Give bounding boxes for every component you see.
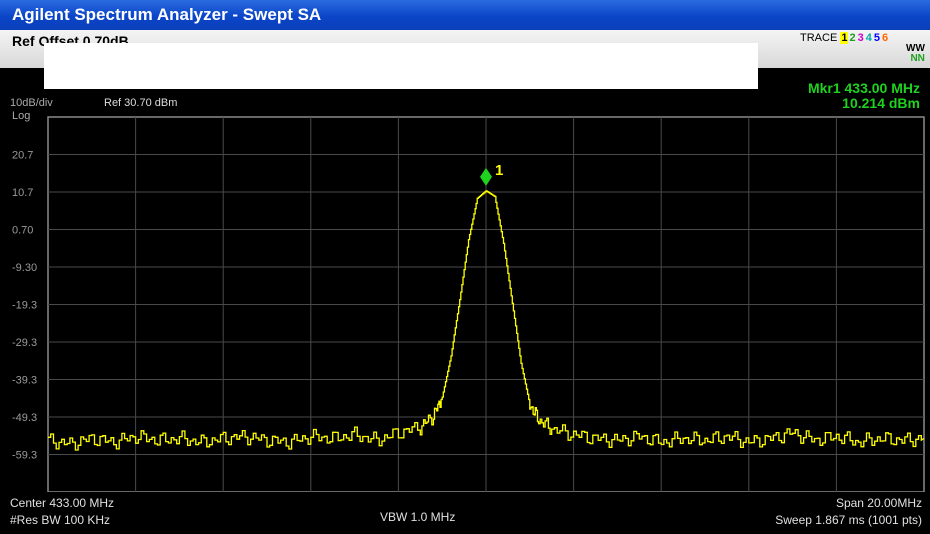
marker-1-label: 1: [495, 162, 503, 179]
trace-number-1: 1: [840, 32, 849, 44]
trace-type-row-1: WW: [906, 43, 925, 54]
y-tick-label: -49.3: [12, 412, 37, 424]
trace-detector-row: NN: [910, 53, 925, 64]
span: Span 20.00MHz: [835, 496, 922, 510]
vbw: VBW 1.0 MHz: [380, 510, 456, 524]
trace-number-4: 4: [865, 32, 872, 44]
y-tick-label: 20.7: [12, 150, 33, 162]
center-freq: Center 433.00 MHz: [10, 496, 115, 510]
redaction-box: [44, 43, 758, 89]
marker-freq-readout: Mkr1 433.00 MHz: [807, 80, 920, 96]
res-bw: #Res BW 100 KHz: [10, 513, 111, 527]
y-tick-label: -59.3: [12, 450, 37, 462]
window-title-bar: Agilent Spectrum Analyzer - Swept SA: [0, 0, 930, 30]
y-tick-label: -39.3: [12, 375, 37, 387]
marker-1: 1: [480, 162, 503, 186]
trace-number-2: 2: [849, 32, 856, 44]
scale-area: Ref Offset 0.70dB 10dB/div Ref 30.70 dBm…: [0, 68, 930, 122]
y-tick-label: -19.3: [12, 300, 37, 312]
marker-amp-readout: 10.214 dBm: [842, 95, 920, 111]
y-tick-label: 0.70: [12, 225, 33, 237]
window-title: Agilent Spectrum Analyzer - Swept SA: [12, 5, 322, 24]
trace-type-indicator: WW NN: [906, 44, 925, 64]
scale-mode: Log: [12, 110, 31, 122]
trace-number-3: 3: [857, 32, 864, 44]
ref-level: Ref 30.70 dBm: [104, 97, 178, 109]
trace-label: TRACE: [800, 32, 838, 44]
trace-number-6: 6: [881, 32, 889, 44]
marker-1-diamond: [480, 167, 492, 186]
y-tick-label: -9.30: [12, 262, 37, 274]
sweep-time: Sweep 1.867 ms (1001 pts): [775, 513, 922, 527]
y-tick-label: 10.7: [12, 187, 33, 199]
trace-number-5: 5: [873, 32, 880, 44]
footer-bar: Center 433.00 MHz #Res BW 100 KHz VBW 1.…: [0, 492, 930, 534]
trace-1-line: [48, 190, 925, 451]
y-tick-label: -29.3: [12, 337, 37, 349]
scale-per-div: 10dB/div: [10, 97, 53, 109]
y-tick-labels: 20.7 10.7 0.70 -9.30 -19.3 -29.3 -39.3 -49.3 -59…: [12, 150, 37, 462]
